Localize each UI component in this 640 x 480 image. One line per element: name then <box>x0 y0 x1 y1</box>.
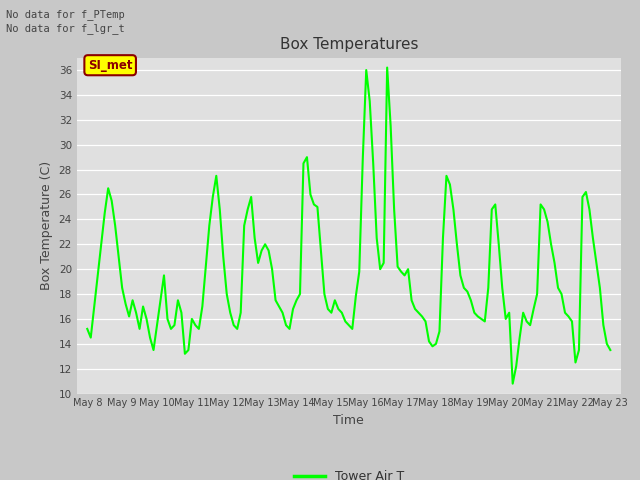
Title: Box Temperatures: Box Temperatures <box>280 37 418 52</box>
Y-axis label: Box Temperature (C): Box Temperature (C) <box>40 161 53 290</box>
Legend: Tower Air T: Tower Air T <box>289 465 409 480</box>
Text: No data for f_PTemp: No data for f_PTemp <box>6 9 125 20</box>
Text: SI_met: SI_met <box>88 59 132 72</box>
X-axis label: Time: Time <box>333 414 364 427</box>
Text: No data for f_lgr_t: No data for f_lgr_t <box>6 23 125 34</box>
